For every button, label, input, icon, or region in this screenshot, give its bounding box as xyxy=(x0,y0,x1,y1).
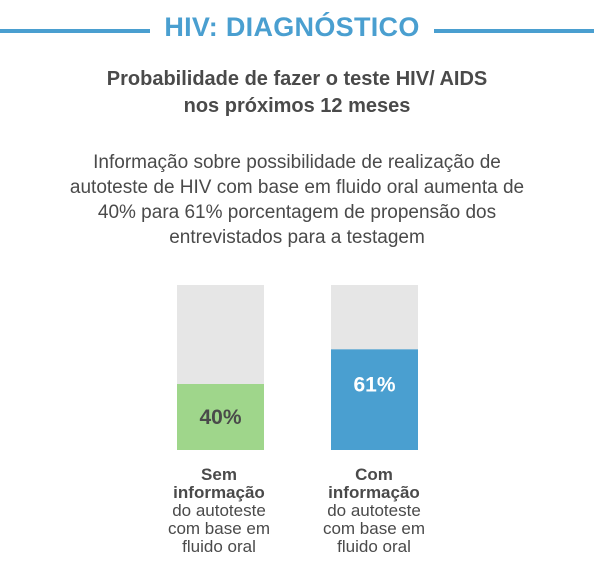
header-rule-left xyxy=(0,29,150,33)
bar-value-label: 61% xyxy=(353,373,395,396)
category-label-text: do autoteste xyxy=(327,501,421,520)
description-line: 40% para 61% porcentagem de propensão do… xyxy=(97,202,497,223)
bar xyxy=(331,349,418,450)
category-label-text: com base em xyxy=(322,519,426,538)
section-title: HIV: DIAGNÓSTICO xyxy=(164,12,420,42)
bar xyxy=(177,384,264,450)
bar-chart: 40% 61% xyxy=(177,285,418,450)
category-label-text: fluido oral xyxy=(182,537,256,556)
category-label-bold: informação xyxy=(328,483,420,502)
category-label-bold: Com xyxy=(355,465,393,484)
description-line: autoteste de HIV com base em fluido oral… xyxy=(69,177,525,198)
bar-value-label: 40% xyxy=(199,406,241,429)
description-line: entrevistados para a testagem xyxy=(169,227,425,248)
category-label-text: do autoteste xyxy=(172,501,266,520)
category-label-bold: informação xyxy=(173,483,265,502)
header-rule-right xyxy=(434,29,594,33)
category-label-text: com base em xyxy=(167,519,271,538)
category-label-with-info: Com informação do autoteste com base em … xyxy=(299,466,449,556)
chart-title: Probabilidade de fazer o teste HIV/ AIDS… xyxy=(0,66,594,120)
category-label-without-info: Sem informação do autoteste com base em … xyxy=(144,466,294,556)
category-label-text: fluido oral xyxy=(337,537,411,556)
category-label-bold: Sem xyxy=(201,465,237,484)
chart-title-line: nos próximos 12 meses xyxy=(183,95,411,117)
chart-title-line: Probabilidade de fazer o teste HIV/ AIDS xyxy=(106,68,488,90)
chart-description: Informação sobre possibilidade de realiz… xyxy=(40,150,554,250)
description-line: Informação sobre possibilidade de realiz… xyxy=(93,152,501,173)
